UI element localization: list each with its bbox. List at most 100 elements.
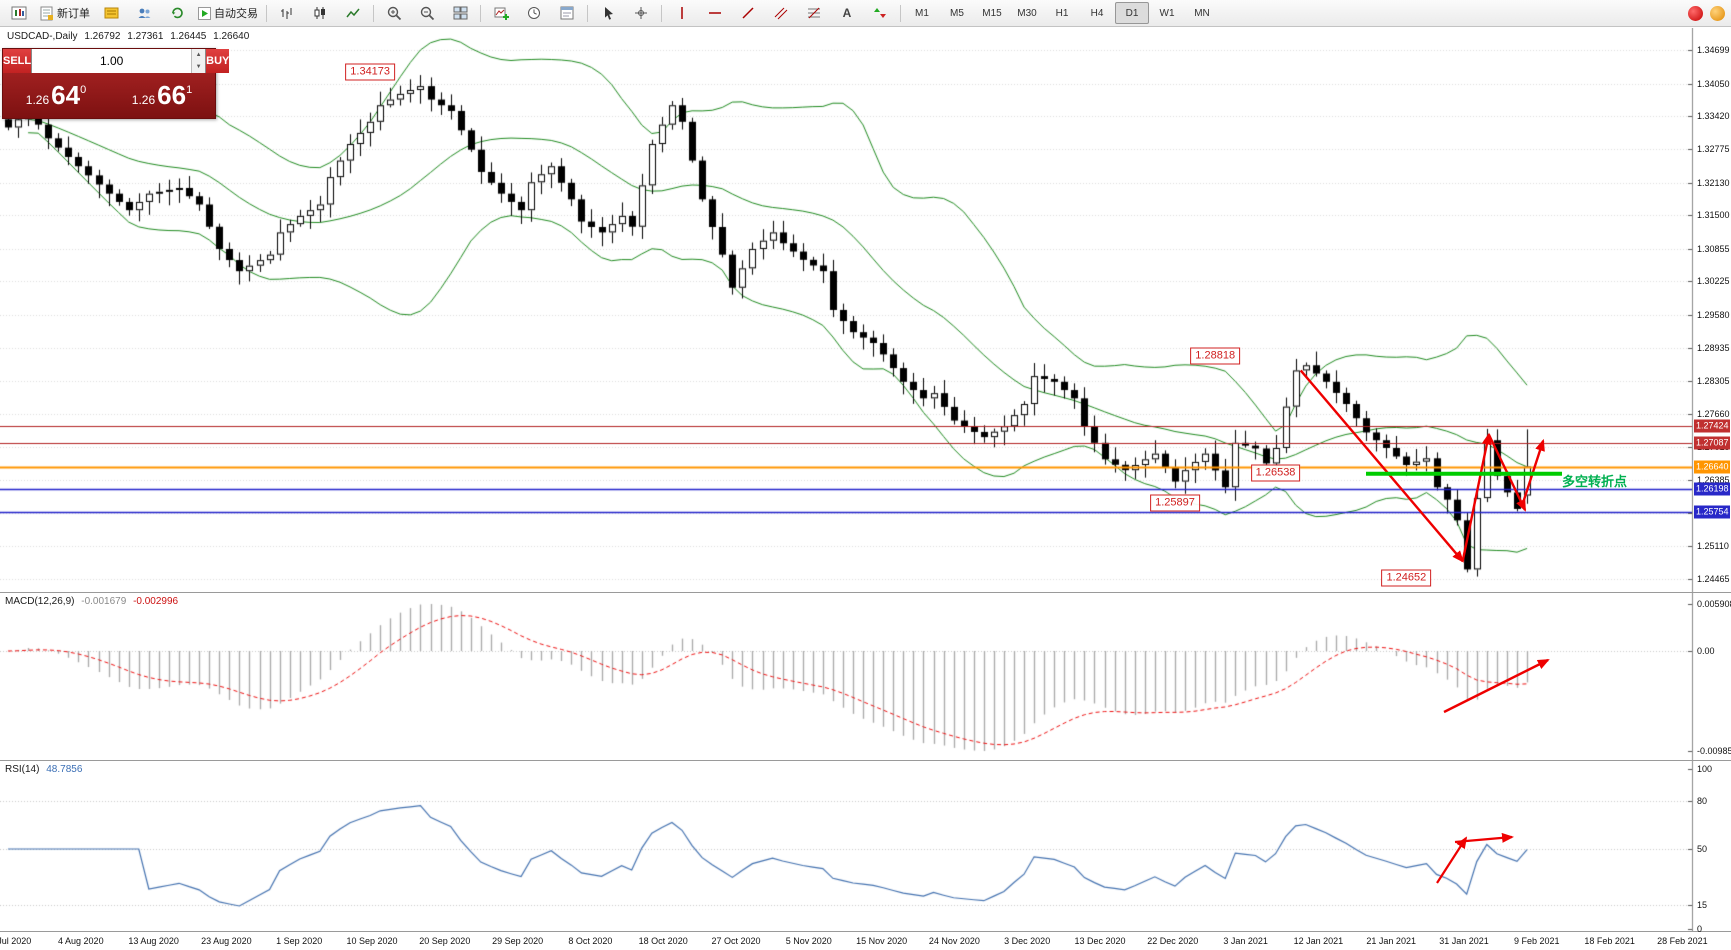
templates-button[interactable] xyxy=(551,1,583,25)
channel-tool-button[interactable] xyxy=(765,1,797,25)
volume-field: ▲ ▼ xyxy=(31,49,207,73)
zoom-out-button[interactable] xyxy=(411,1,443,25)
people-icon xyxy=(138,8,150,18)
price-callout[interactable]: 1.26538 xyxy=(1250,464,1301,482)
volume-up-button[interactable]: ▲ xyxy=(192,49,206,61)
line-chart-type-button[interactable] xyxy=(337,1,369,25)
date-axis-label: 4 Aug 2020 xyxy=(58,936,104,946)
cursor-tool-button[interactable] xyxy=(592,1,624,25)
timeframe-w1-button[interactable]: W1 xyxy=(1150,2,1184,24)
panel-separator[interactable] xyxy=(0,760,1731,761)
text-tool-button[interactable]: A xyxy=(831,1,863,25)
record-icon[interactable] xyxy=(1688,5,1703,21)
sell-price-sup: 0 xyxy=(80,83,87,96)
arrows-tool-button[interactable] xyxy=(864,1,896,25)
date-axis-label: 20 Sep 2020 xyxy=(419,936,471,946)
new-chart-button[interactable] xyxy=(485,1,517,25)
timeframe-m30-button[interactable]: M30 xyxy=(1010,2,1044,24)
price-callout[interactable]: 1.24652 xyxy=(1381,569,1432,587)
low-value: 1.26445 xyxy=(170,31,207,42)
timeframe-h4-button[interactable]: H4 xyxy=(1080,2,1114,24)
autotrading-button[interactable]: 自动交易 xyxy=(194,1,262,25)
timeframe-m15-button[interactable]: M15 xyxy=(975,2,1009,24)
macd-header: MACD(12,26,9) -0.001679 -0.002996 xyxy=(5,596,178,607)
price-callout[interactable]: 1.28818 xyxy=(1190,347,1241,365)
date-axis-label: 13 Dec 2020 xyxy=(1074,936,1126,946)
sell-button[interactable]: SELL xyxy=(3,49,32,73)
crosshair-tool-button[interactable] xyxy=(625,1,657,25)
timeframe-mn-button[interactable]: MN xyxy=(1185,2,1219,24)
timeframe-label: H4 xyxy=(1090,7,1104,19)
bar-chart-type-button[interactable] xyxy=(271,1,303,25)
tile-windows-button[interactable] xyxy=(444,1,476,25)
price-callout[interactable]: 1.34173 xyxy=(345,63,396,81)
date-axis-label: 8 Oct 2020 xyxy=(568,936,613,946)
crosshair-icon xyxy=(635,7,647,19)
toolbar-separator xyxy=(373,4,374,22)
price-chart-canvas[interactable] xyxy=(0,28,1731,592)
timeframe-m5-button[interactable]: M5 xyxy=(940,2,974,24)
chart-ohlc-header: USDCAD-,Daily 1.26792 1.27361 1.26445 1.… xyxy=(7,31,253,42)
trade-panel-quotes: 1.26 64 0 1.26 66 1 xyxy=(3,73,215,118)
date-axis-label: 21 Jan 2021 xyxy=(1366,936,1416,946)
channel-icon xyxy=(774,7,788,20)
date-axis-label: 3 Dec 2020 xyxy=(1004,936,1051,946)
date-axis-label: 10 Sep 2020 xyxy=(346,936,398,946)
date-axis-label: 23 Aug 2020 xyxy=(201,936,252,946)
vertical-line-icon xyxy=(681,7,683,19)
refresh-icon[interactable] xyxy=(161,1,193,25)
charts-window-icon[interactable] xyxy=(3,1,35,25)
periods-button[interactable] xyxy=(518,1,550,25)
macd-value: -0.001679 xyxy=(81,596,127,607)
template-icon xyxy=(560,6,574,20)
navigator-icon[interactable] xyxy=(128,1,160,25)
panel-separator[interactable] xyxy=(0,931,1731,932)
rsi-header: RSI(14) 48.7856 xyxy=(5,764,82,775)
market-watch-icon[interactable] xyxy=(95,1,127,25)
date-axis-label: 24 Nov 2020 xyxy=(928,936,980,946)
new-order-label: 新订单 xyxy=(57,8,90,20)
community-icon[interactable] xyxy=(1710,5,1725,21)
sell-quote[interactable]: 1.26 64 0 xyxy=(3,73,109,118)
turning-point-text[interactable]: 多空转折点 xyxy=(1562,474,1628,489)
buy-button[interactable]: BUY xyxy=(206,49,230,73)
volume-input[interactable] xyxy=(32,49,192,73)
date-axis-label: 28 Feb 2021 xyxy=(1657,936,1708,946)
buy-price-big: 66 xyxy=(157,80,187,110)
timeframe-label: M15 xyxy=(982,7,1002,19)
zoom-out-icon xyxy=(420,6,434,20)
symbol-period-label: USDCAD-,Daily xyxy=(7,31,78,42)
buy-quote[interactable]: 1.26 66 1 xyxy=(109,73,215,118)
volume-down-button[interactable]: ▼ xyxy=(192,61,206,73)
horizontal-line-tool-button[interactable] xyxy=(699,1,731,25)
timeframe-label: M5 xyxy=(950,7,964,19)
rsi-panel-canvas[interactable] xyxy=(0,761,1731,931)
macd-label: MACD(12,26,9) xyxy=(5,596,75,607)
panel-separator[interactable] xyxy=(0,592,1731,593)
new-order-button[interactable]: 新订单 xyxy=(36,1,94,25)
date-axis-label: 3 Jan 2021 xyxy=(1223,936,1268,946)
trendline-tool-button[interactable] xyxy=(732,1,764,25)
timeframe-m1-button[interactable]: M1 xyxy=(905,2,939,24)
toolbar-separator xyxy=(480,4,481,22)
timeframe-d1-button[interactable]: D1 xyxy=(1115,2,1149,24)
toolbar-separator xyxy=(266,4,267,22)
date-axis-label: 18 Oct 2020 xyxy=(638,936,688,946)
yellow-book-icon xyxy=(104,7,118,19)
volume-steppers: ▲ ▼ xyxy=(191,49,206,73)
macd-panel-canvas[interactable] xyxy=(0,593,1731,760)
macd-signal-value: -0.002996 xyxy=(133,596,179,607)
candlestick-type-button[interactable] xyxy=(304,1,336,25)
date-axis-label: 5 Nov 2020 xyxy=(785,936,832,946)
zoom-in-button[interactable] xyxy=(378,1,410,25)
sell-button-label: SELL xyxy=(3,55,32,67)
vertical-line-tool-button[interactable] xyxy=(666,1,698,25)
timeframe-h1-button[interactable]: H1 xyxy=(1045,2,1079,24)
toolbar: 新订单 自动交易 xyxy=(0,0,1731,27)
price-callout[interactable]: 1.25897 xyxy=(1150,494,1200,512)
trade-panel-controls: SELL ▲ ▼ BUY xyxy=(3,49,230,73)
line-chart-icon xyxy=(346,8,360,18)
date-axis-label: 29 Sep 2020 xyxy=(492,936,544,946)
one-click-trading-panel: SELL ▲ ▼ BUY 1.26 64 0 1.26 66 1 xyxy=(2,48,230,119)
fibonacci-tool-button[interactable] xyxy=(798,1,830,25)
